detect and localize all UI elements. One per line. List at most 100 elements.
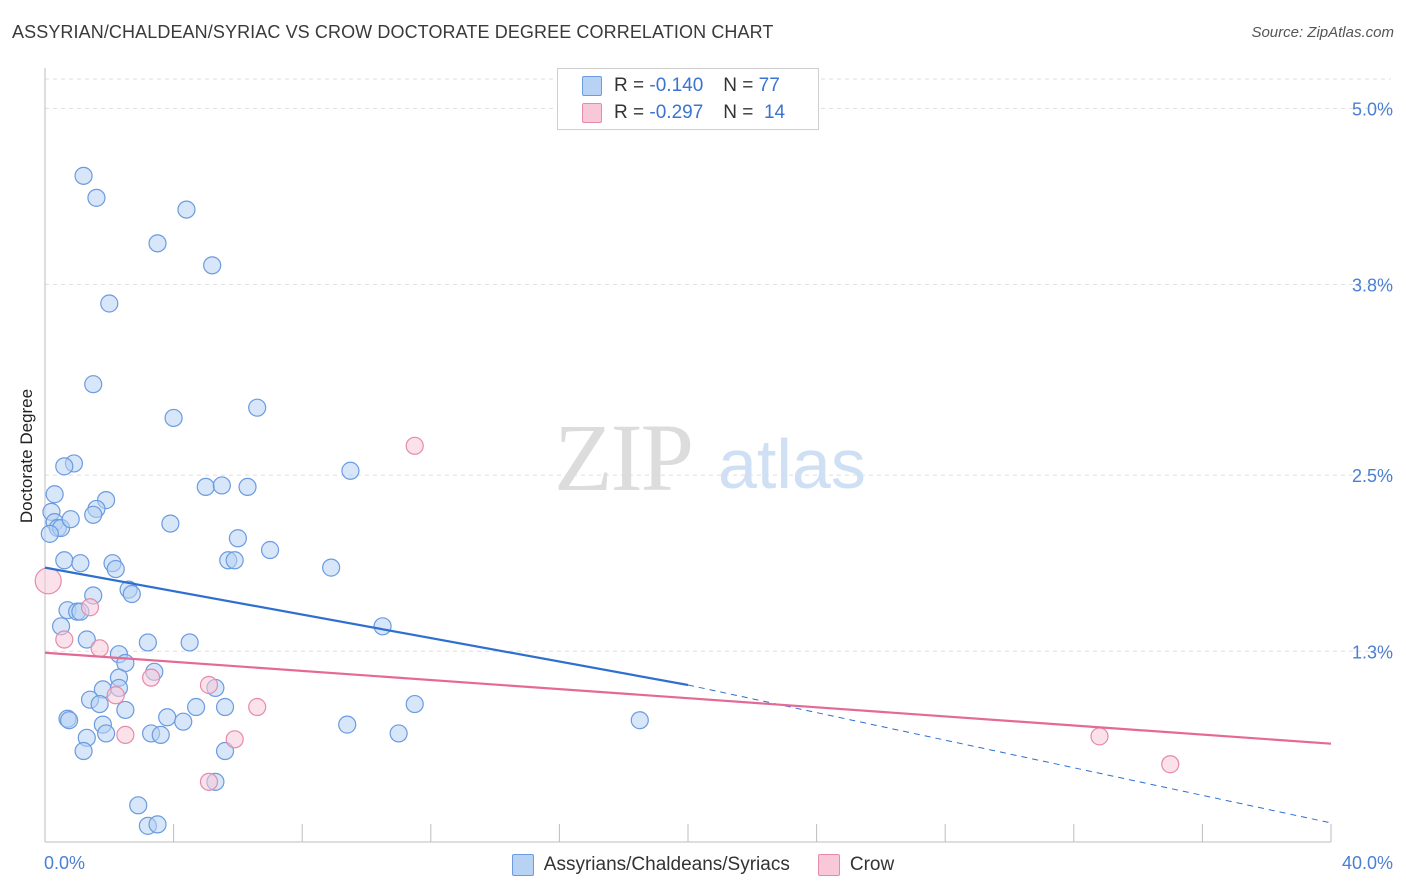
y-tick-label: 2.5% xyxy=(1352,466,1393,486)
r-label: R = xyxy=(614,102,645,123)
data-point-assyrians xyxy=(228,529,247,548)
legend-swatch-blue xyxy=(582,76,602,96)
legend-swatch-blue xyxy=(511,854,534,876)
trend-lines xyxy=(44,566,1332,824)
data-point-assyrians xyxy=(174,712,193,731)
legend-row-crow: R = -0.297 N = 14 xyxy=(582,101,785,125)
data-point-assyrians xyxy=(61,510,80,529)
n-label: N = xyxy=(723,75,754,96)
data-point-assyrians xyxy=(129,796,148,815)
data-point-crow xyxy=(106,686,125,705)
data-point-assyrians xyxy=(106,559,125,579)
data-point-crow xyxy=(248,697,267,717)
data-point-assyrians xyxy=(100,294,119,313)
n-label: N = xyxy=(723,102,754,123)
data-point-crow xyxy=(225,730,244,749)
chart-title: ASSYRIAN/CHALDEAN/SYRIAC VS CROW DOCTORA… xyxy=(12,22,774,42)
y-tick-label: 1.3% xyxy=(1352,642,1393,662)
data-point-crow xyxy=(1090,727,1109,746)
legend-swatch-pink xyxy=(582,103,602,123)
data-point-assyrians xyxy=(122,584,141,604)
data-point-crow xyxy=(90,639,109,658)
legend-row-assyrians: R = -0.140 N = 77 xyxy=(582,74,780,98)
r-label: R = xyxy=(614,75,645,96)
data-point-assyrians xyxy=(55,551,74,570)
data-point-assyrians xyxy=(322,558,341,577)
source-label: Source: ZipAtlas.com xyxy=(1251,24,1394,41)
data-point-assyrians xyxy=(180,633,199,652)
axes xyxy=(44,68,1332,843)
x-tick-label: 0.0% xyxy=(44,853,85,873)
data-point-assyrians xyxy=(187,697,206,717)
data-point-assyrians xyxy=(87,188,106,207)
x-tick-label: 40.0% xyxy=(1342,853,1393,873)
data-point-crow xyxy=(116,725,135,744)
data-point-assyrians xyxy=(40,524,59,543)
watermark: ZIP atlas xyxy=(554,404,866,511)
data-point-assyrians xyxy=(373,617,392,636)
data-point-crow xyxy=(141,668,161,687)
data-point-assyrians xyxy=(161,514,180,533)
data-point-assyrians xyxy=(84,375,103,394)
data-point-assyrians xyxy=(177,200,196,219)
watermark-atlas: atlas xyxy=(718,425,866,503)
data-point-assyrians xyxy=(389,724,408,743)
data-point-assyrians xyxy=(148,815,167,834)
n-value: 14 xyxy=(763,102,786,123)
data-point-crow xyxy=(34,567,62,595)
data-point-assyrians xyxy=(116,700,135,720)
data-point-crow xyxy=(405,436,424,455)
legend-label: Assyrians/Chaldeans/Syriacs xyxy=(543,854,790,875)
data-point-assyrians xyxy=(60,711,79,730)
data-point-assyrians xyxy=(158,708,177,727)
r-value: -0.297 xyxy=(649,102,704,123)
n-value: 77 xyxy=(758,75,780,96)
data-point-assyrians xyxy=(74,741,93,761)
data-point-crow xyxy=(80,598,100,617)
data-point-crow xyxy=(199,772,219,791)
y-tick-label: 5.0% xyxy=(1352,99,1393,119)
series-crow xyxy=(34,436,1180,791)
data-point-assyrians xyxy=(45,485,64,504)
data-point-assyrians xyxy=(196,477,215,497)
legend-item-assyrians: Assyrians/Chaldeans/Syriacs xyxy=(511,854,790,876)
trend-line-crow xyxy=(44,651,1332,745)
data-point-assyrians xyxy=(164,408,183,428)
data-point-assyrians xyxy=(630,711,649,730)
data-point-assyrians xyxy=(90,694,109,714)
data-point-assyrians xyxy=(138,633,157,652)
data-point-assyrians xyxy=(260,540,280,560)
legend-label: Crow xyxy=(849,854,895,875)
data-point-assyrians xyxy=(215,741,235,761)
stats-legend: R = -0.140 N = 77 R = -0.297 N = 14 xyxy=(557,68,819,130)
watermark-zip: ZIP xyxy=(554,404,692,511)
data-point-assyrians xyxy=(71,554,90,573)
data-point-crow xyxy=(199,675,219,695)
data-point-assyrians xyxy=(215,697,235,717)
data-point-assyrians xyxy=(212,476,231,495)
data-point-assyrians xyxy=(405,694,424,714)
data-point-assyrians xyxy=(148,234,167,253)
data-point-assyrians xyxy=(96,724,116,743)
data-point-crow xyxy=(55,630,74,649)
legend-item-crow: Crow xyxy=(817,854,895,876)
data-point-assyrians xyxy=(55,457,74,476)
data-point-assyrians xyxy=(203,256,222,275)
gridlines xyxy=(45,78,1391,652)
data-point-assyrians xyxy=(338,715,357,734)
data-point-assyrians xyxy=(248,398,267,417)
data-point-assyrians xyxy=(84,505,103,524)
data-point-assyrians xyxy=(238,477,257,497)
r-value: -0.140 xyxy=(649,75,704,96)
legend-swatch-pink xyxy=(817,854,840,876)
data-point-assyrians xyxy=(74,166,93,185)
data-point-assyrians xyxy=(77,630,96,649)
series-assyrians xyxy=(40,166,649,835)
data-point-crow xyxy=(1161,755,1180,774)
series-legend: Assyrians/Chaldeans/Syriacs Crow xyxy=(0,852,1406,878)
y-tick-label: 3.8% xyxy=(1352,275,1393,295)
tick-labels: 1.3% 2.5% 3.8% 5.0% 0.0% 40.0% xyxy=(44,99,1393,873)
data-point-assyrians xyxy=(151,725,170,744)
data-point-assyrians xyxy=(341,461,360,480)
